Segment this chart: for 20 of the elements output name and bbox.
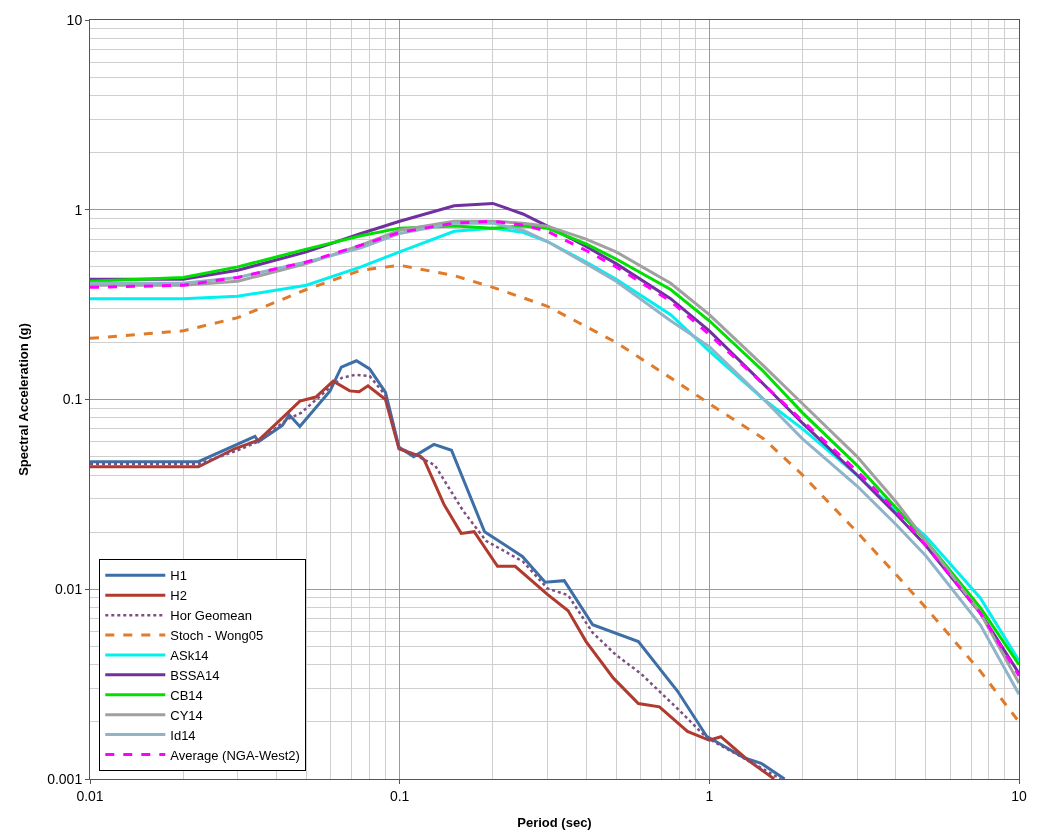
y-tick-label: 0.01 [54,581,83,598]
x-axis-title: Period (sec) [517,815,592,831]
x-tick-label: 1 [705,787,714,804]
legend-label: Hor Geomean [170,608,252,624]
legend-label: BSSA14 [170,667,220,683]
y-tick-label: 1 [74,201,83,218]
y-axis-title: Spectral Acceleration (g) [16,323,32,476]
legend-label: ASk14 [170,648,209,664]
legend-label: Id14 [170,727,196,743]
legend-label: Stoch - Wong05 [170,628,264,644]
legend-label: CB14 [170,687,203,703]
x-tick-label: 0.1 [389,787,410,804]
legend-label: Average (NGA-West2) [170,747,300,763]
legend-label: CY14 [170,707,203,723]
x-tick-label: 10 [1011,787,1027,804]
y-tick-label: 10 [66,11,83,28]
y-tick-label: 0.1 [62,391,83,408]
legend-label: H1 [170,568,187,584]
legend-label: H2 [170,588,187,604]
y-tick-label: 0.001 [47,770,83,787]
